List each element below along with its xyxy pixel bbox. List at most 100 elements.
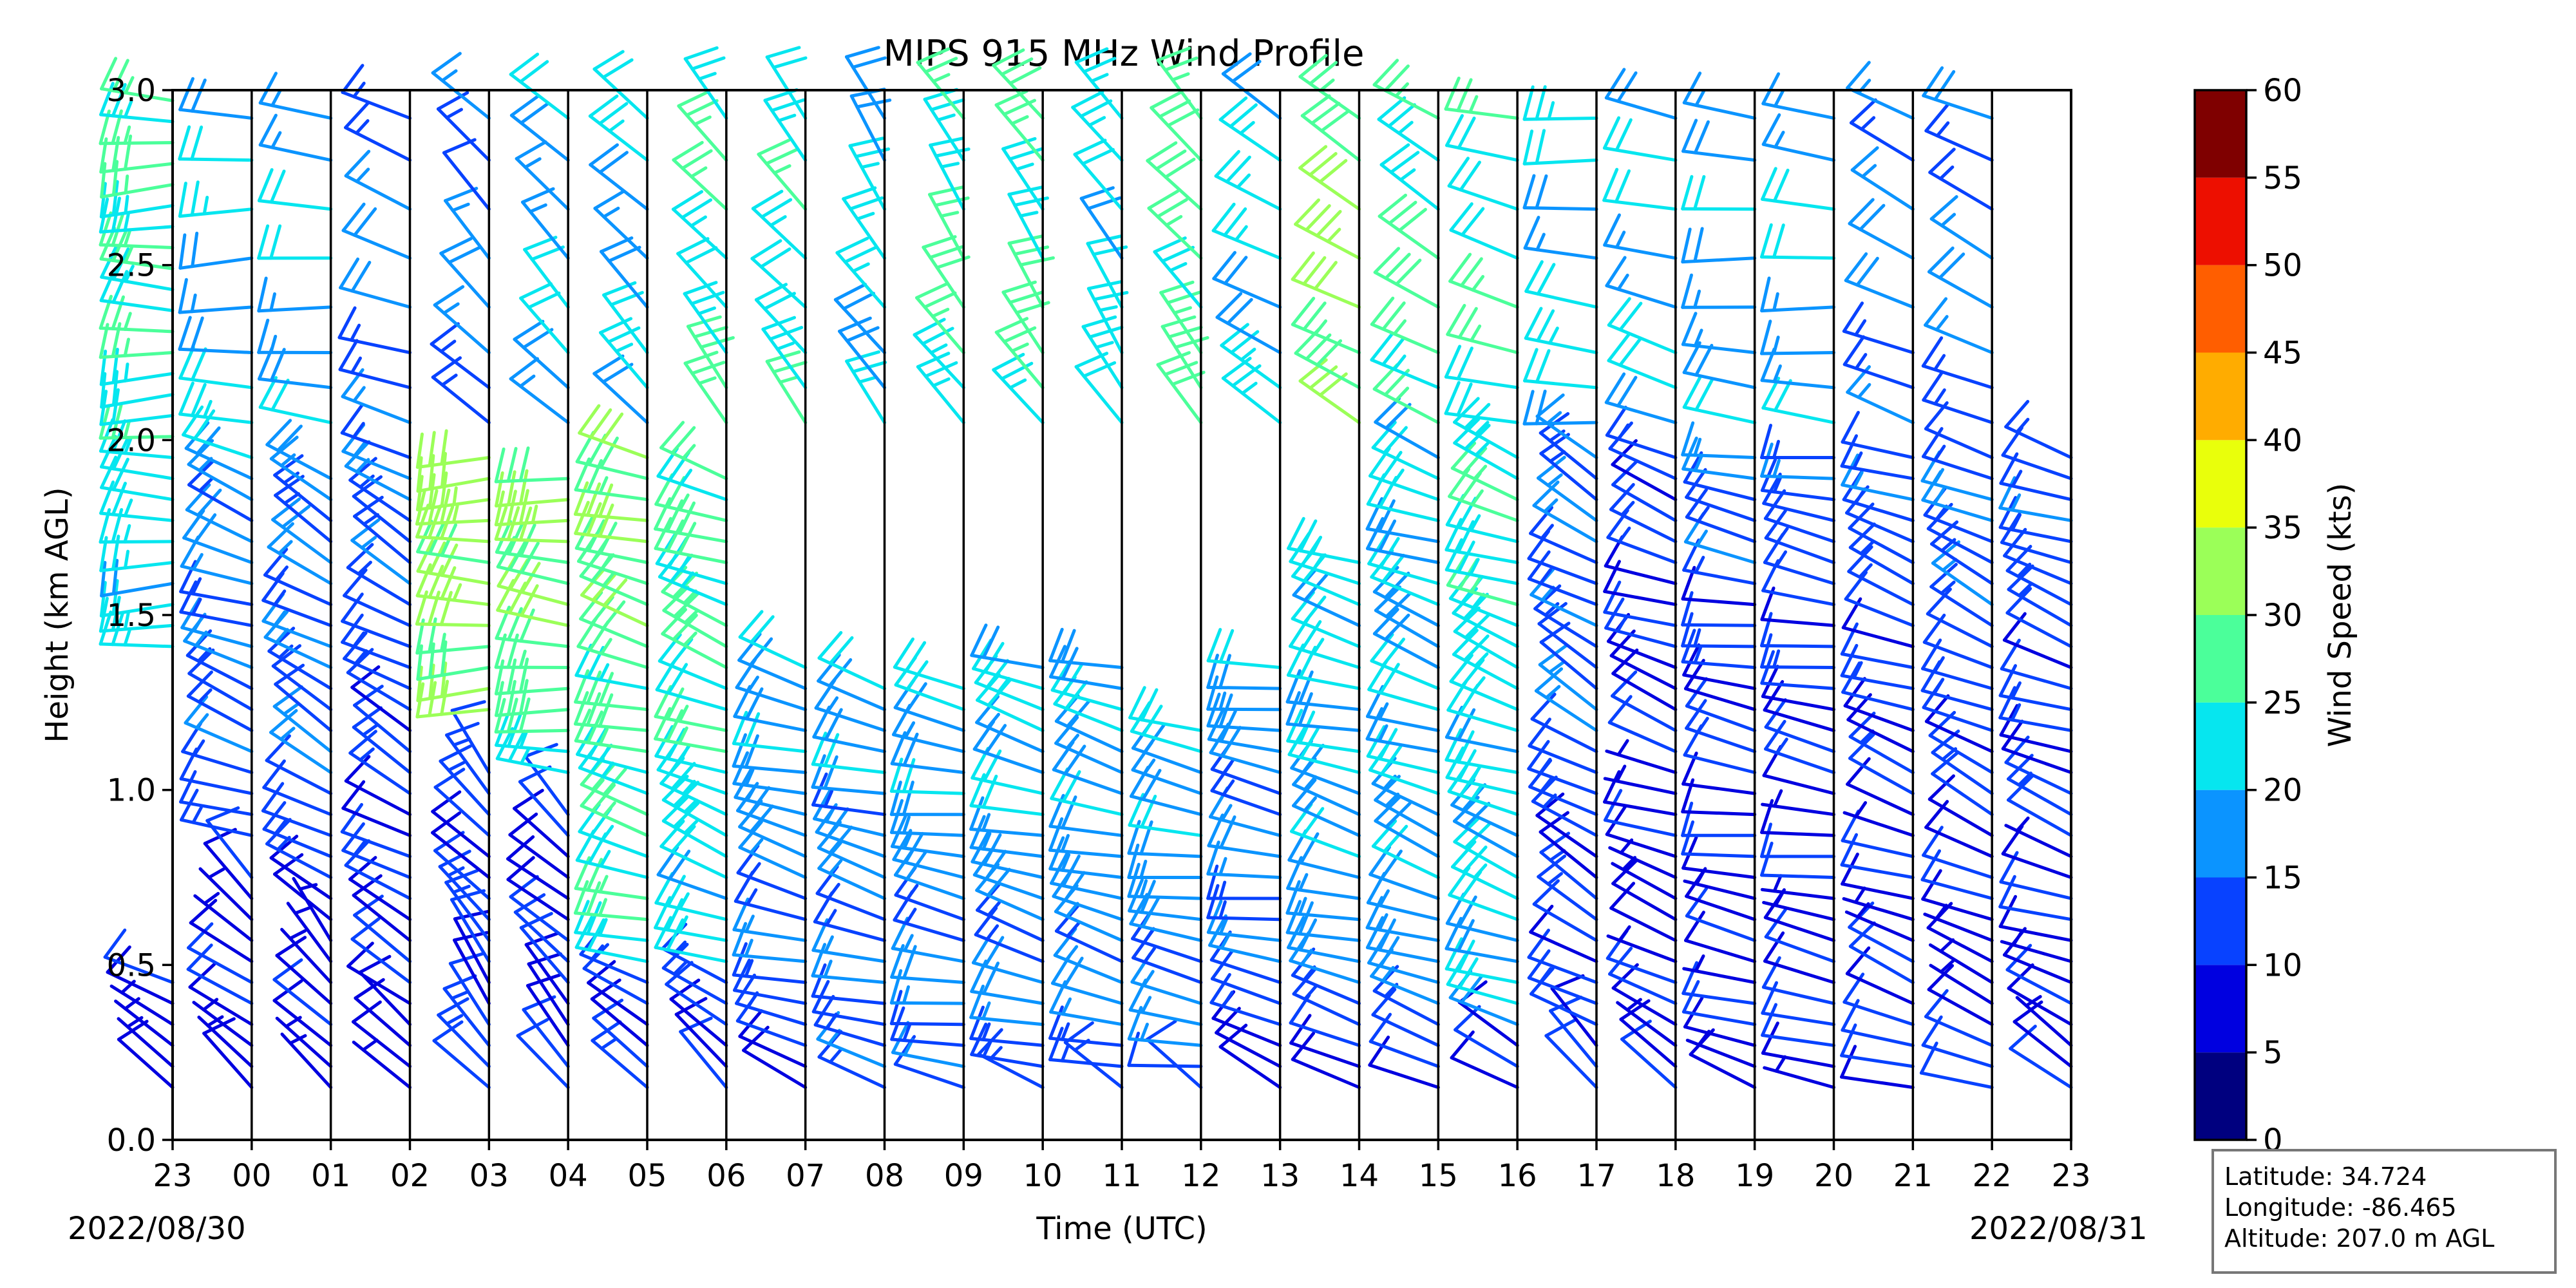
barb-staff	[1845, 972, 1915, 1005]
barb-full	[1444, 728, 1463, 762]
barb-staff	[1537, 622, 1598, 669]
barb-full	[889, 781, 902, 817]
barb-column-19	[1681, 71, 1757, 1089]
barb-full	[190, 316, 204, 352]
barb-staff	[1607, 721, 1678, 753]
barb-full	[1457, 919, 1475, 952]
barb-half	[678, 745, 690, 764]
barb-full	[1842, 335, 1866, 366]
barb-staff	[1527, 956, 1598, 984]
barb-full	[1007, 234, 1044, 245]
barb-full	[1221, 52, 1252, 76]
barb-full	[1457, 749, 1477, 782]
barb-staff	[1215, 1031, 1282, 1068]
barb-full	[1220, 323, 1249, 347]
barb-full	[1685, 488, 1708, 519]
barb-full	[1463, 822, 1491, 850]
barb-half	[1774, 130, 1785, 149]
barb-full	[1368, 1012, 1392, 1043]
barb-full	[969, 796, 985, 831]
barb-full	[442, 974, 477, 990]
barb-full	[272, 853, 304, 876]
x-tick-label: 01	[311, 1158, 350, 1194]
barb-full	[1229, 103, 1258, 128]
barb-staff	[1527, 556, 1598, 585]
barb-full	[1463, 424, 1491, 451]
barb-full	[1760, 223, 1773, 259]
barb-full	[99, 82, 115, 117]
barb-staff	[1620, 1037, 1678, 1089]
barb-full	[1928, 147, 1956, 175]
barb-column-21	[1839, 61, 1915, 1089]
barb-half	[1932, 677, 1945, 696]
barb-half	[1303, 775, 1318, 791]
barb-full	[1841, 852, 1859, 886]
barb-full	[184, 695, 209, 724]
barb-staff	[2005, 968, 2073, 1005]
barb-staff	[669, 997, 728, 1047]
barb-half	[981, 1022, 991, 1041]
barb-half	[1171, 72, 1190, 82]
barb-half	[748, 862, 761, 879]
barb-half	[599, 744, 611, 762]
barb-full	[1313, 261, 1338, 290]
barb-full	[1763, 931, 1785, 963]
barb-full	[1682, 375, 1702, 409]
barb-full	[1208, 914, 1227, 947]
barb-full	[677, 522, 697, 555]
barb-full	[2009, 1025, 2037, 1050]
barb-full	[99, 268, 117, 303]
barb-full	[1927, 246, 1955, 274]
barb-full	[969, 815, 986, 849]
barb-full	[193, 513, 217, 544]
barb-full	[573, 880, 589, 915]
barb-full	[1457, 708, 1476, 741]
barb-staff	[738, 1034, 808, 1068]
barb-column-22	[1919, 66, 1994, 1089]
barb-full	[665, 709, 684, 743]
barb-full	[1365, 896, 1384, 930]
barb-half	[124, 245, 134, 264]
barb-staff	[1760, 618, 1835, 627]
barb-full	[654, 516, 673, 551]
barb-staff	[202, 1032, 254, 1089]
barb-staff	[1760, 831, 1835, 837]
barb-half	[1236, 173, 1251, 189]
barb-full	[1298, 670, 1314, 705]
barb-full	[1924, 103, 1949, 133]
barb-column-12	[1127, 46, 1209, 1089]
barb-full	[439, 591, 453, 627]
barb-full	[1365, 497, 1384, 531]
barb-full	[1842, 301, 1864, 333]
barb-column-23	[99, 57, 175, 1089]
barb-half	[697, 376, 717, 385]
barb-staff	[1530, 717, 1598, 753]
barb-full	[1285, 880, 1301, 915]
barb-full	[670, 762, 696, 791]
barb-full	[506, 489, 517, 526]
barb-half	[1139, 879, 1148, 898]
barb-staff	[1848, 757, 1915, 795]
colorbar-tick-label: 10	[2263, 947, 2302, 983]
barb-staff	[1681, 852, 1757, 858]
barb-full	[1603, 770, 1621, 804]
barb-full	[1450, 441, 1477, 470]
barb-full	[843, 245, 877, 264]
barb-staff	[1289, 1041, 1361, 1068]
barb-staff	[1535, 813, 1598, 858]
barb-full	[428, 473, 436, 510]
barb-full	[1365, 916, 1385, 949]
barb-full	[416, 539, 434, 573]
barb-full	[433, 768, 466, 789]
barb-full	[690, 361, 726, 375]
barb-full	[495, 727, 515, 761]
barb-full	[1223, 256, 1248, 285]
barb-column-10	[969, 48, 1055, 1089]
barb-full	[111, 388, 120, 425]
barb-full	[1846, 757, 1871, 786]
barb-full	[848, 137, 885, 147]
barb-staff	[2012, 1020, 2073, 1068]
barb-full	[699, 336, 735, 349]
barb-full	[598, 317, 633, 335]
barb-full	[513, 319, 545, 341]
